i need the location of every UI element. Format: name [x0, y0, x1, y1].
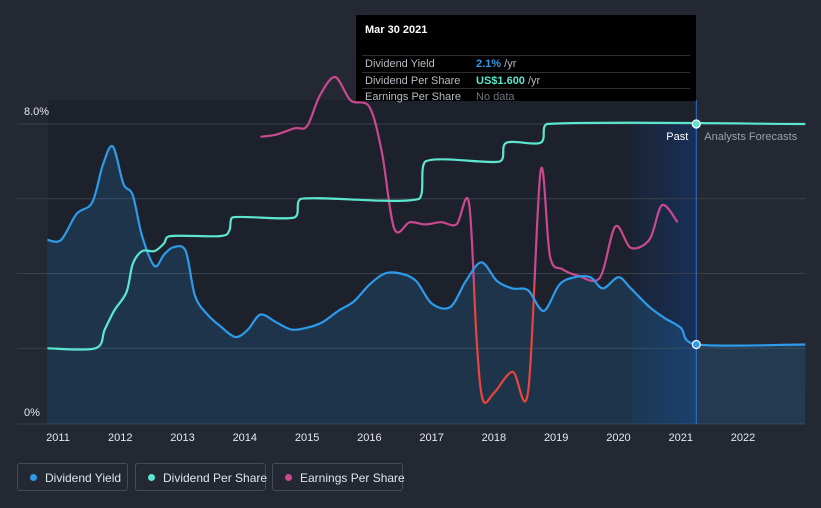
- legend-dot: [30, 474, 37, 481]
- tooltip-suffix: /yr: [524, 75, 541, 87]
- legend-dividend-per-share[interactable]: Dividend Per Share: [135, 463, 268, 491]
- x-tick-label: 2020: [606, 432, 630, 444]
- past-label: Past: [666, 131, 688, 143]
- x-tick-label: 2022: [731, 432, 755, 444]
- x-tick-label: 2015: [295, 432, 319, 444]
- tooltip-date: Mar 30 2021: [365, 24, 428, 36]
- earnings-per-share-negative-segment: [472, 284, 536, 404]
- dividend-yield-line: [47, 144, 806, 347]
- legend-label: Dividend Per Share: [163, 471, 268, 485]
- tooltip-label: Earnings Per Share: [365, 91, 461, 103]
- dividend-per-share-marker: [691, 119, 701, 129]
- x-tick-label: 2016: [357, 432, 381, 444]
- y-tick-label: 8.0%: [24, 106, 49, 118]
- y-tick-label: 0%: [24, 407, 40, 419]
- dividend-yield-area: [47, 145, 806, 425]
- x-tick-label: 2019: [544, 432, 568, 444]
- tooltip-suffix: /yr: [501, 58, 517, 70]
- tooltip-label: Dividend Per Share: [365, 75, 461, 87]
- tooltip: Mar 30 2021 Dividend Yield 2.1% /yr Divi…: [356, 15, 696, 103]
- tooltip-row-dividend-per-share: Dividend Per Share US$1.600 /yr: [362, 72, 690, 89]
- x-tick-label: 2021: [668, 432, 692, 444]
- earnings-per-share-line: [260, 75, 679, 285]
- past-region: [48, 100, 697, 424]
- tooltip-row-earnings-per-share: Earnings Per Share No data: [362, 88, 690, 103]
- legend-label: Dividend Yield: [45, 471, 122, 485]
- forecast-label: Analysts Forecasts: [704, 131, 797, 143]
- legend-dot: [285, 474, 292, 481]
- tooltip-label: Dividend Yield: [365, 58, 435, 70]
- tooltip-row-dividend-yield: Dividend Yield 2.1% /yr: [362, 55, 690, 72]
- legend-earnings-per-share[interactable]: Earnings Per Share: [272, 463, 405, 491]
- x-tick-label: 2011: [46, 432, 70, 444]
- x-tick-label: 2014: [233, 432, 257, 444]
- x-tick-label: 2013: [170, 432, 194, 444]
- legend-dot: [148, 474, 155, 481]
- x-tick-label: 2017: [419, 432, 443, 444]
- tooltip-value: 2.1%: [476, 58, 502, 70]
- legend-label: Earnings Per Share: [300, 471, 405, 485]
- dividend-yield-marker: [691, 339, 701, 350]
- x-tick-label: 2012: [108, 432, 132, 444]
- tooltip-value: US$1.600: [476, 75, 525, 87]
- x-tick-label: 2018: [482, 432, 506, 444]
- tooltip-value: No data: [476, 91, 515, 103]
- legend-dividend-yield[interactable]: Dividend Yield: [17, 463, 128, 491]
- dividend-per-share-line: [47, 121, 806, 351]
